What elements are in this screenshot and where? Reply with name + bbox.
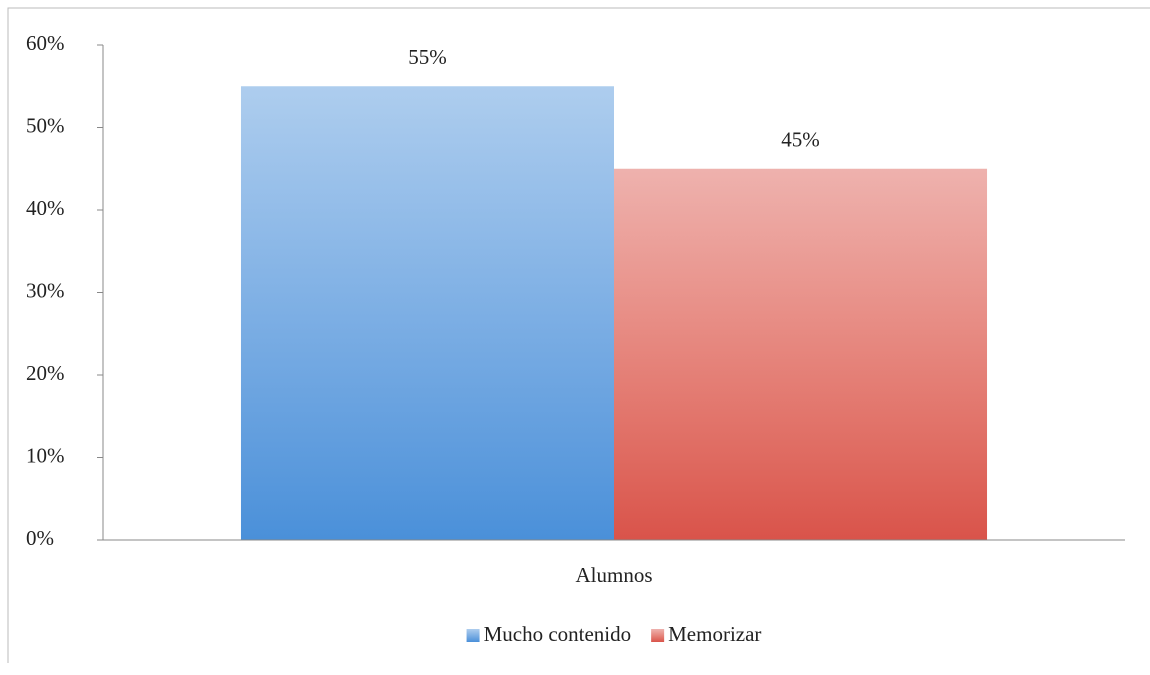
y-tick-label: 40% (26, 196, 65, 220)
legend-swatch (466, 629, 480, 642)
y-tick-label: 20% (26, 361, 65, 385)
y-tick-label: 0% (26, 526, 54, 550)
legend-label: Memorizar (668, 622, 761, 646)
y-tick-label: 60% (26, 31, 65, 55)
bar (614, 168, 988, 540)
chart-border (7, 7, 1150, 663)
legend: Mucho contenido Memorizar (466, 622, 761, 646)
y-tick-label: 30% (26, 278, 65, 302)
legend-swatch (651, 629, 665, 642)
bar (240, 86, 614, 540)
legend-label: Mucho contenido (484, 622, 632, 646)
y-tick-label: 10% (26, 443, 65, 467)
x-tick-label: Alumnos (575, 563, 652, 587)
value-label: 45% (781, 128, 820, 152)
y-tick-label: 50% (26, 113, 65, 137)
value-label: 55% (408, 45, 447, 69)
